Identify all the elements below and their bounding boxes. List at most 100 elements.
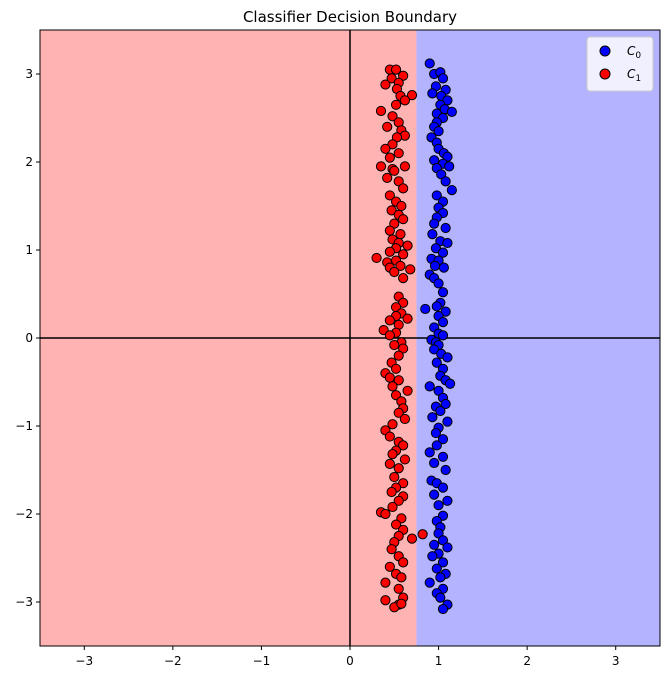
x-tick-label: −2 bbox=[164, 654, 182, 668]
point-C0 bbox=[437, 330, 449, 341]
point-C1 bbox=[384, 246, 395, 257]
point-C1 bbox=[396, 598, 407, 609]
point-C0 bbox=[444, 378, 456, 389]
point-C1 bbox=[389, 339, 400, 351]
x-tick-label: 2 bbox=[523, 654, 531, 668]
point-C1 bbox=[398, 440, 409, 451]
x-tick-label: 0 bbox=[346, 654, 354, 668]
point-C1 bbox=[384, 561, 395, 572]
point-C0 bbox=[431, 190, 442, 201]
y-tick-label: 1 bbox=[25, 243, 33, 257]
point-C0 bbox=[427, 412, 438, 423]
point-C0 bbox=[442, 352, 453, 363]
point-C0 bbox=[437, 287, 449, 298]
point-C0 bbox=[437, 557, 449, 568]
y-tick-label: 0 bbox=[25, 331, 33, 345]
point-C0 bbox=[431, 563, 442, 574]
point-C1 bbox=[402, 313, 413, 324]
point-C1 bbox=[398, 183, 409, 194]
reference-lines bbox=[40, 30, 660, 646]
point-C0 bbox=[433, 500, 444, 511]
point-C1 bbox=[387, 449, 398, 460]
point-C1 bbox=[406, 90, 418, 101]
point-C0 bbox=[446, 106, 457, 117]
point-C0 bbox=[427, 229, 438, 240]
point-C0 bbox=[435, 592, 446, 603]
point-C1 bbox=[399, 161, 411, 172]
point-C1 bbox=[382, 172, 393, 183]
point-C1 bbox=[399, 95, 411, 106]
point-C1 bbox=[384, 372, 395, 383]
y-tick-label: −2 bbox=[15, 507, 33, 521]
point-C0 bbox=[438, 262, 449, 273]
point-C0 bbox=[433, 126, 444, 137]
point-C0 bbox=[437, 247, 449, 258]
axes: −3 −2 −1 0 1 2 3 −3 −2 −1 0 1 2 3 bbox=[15, 29, 661, 668]
point-C1 bbox=[390, 99, 402, 110]
point-C1 bbox=[380, 508, 391, 520]
point-C0 bbox=[444, 161, 455, 172]
point-C1 bbox=[395, 229, 406, 240]
point-C1 bbox=[390, 519, 402, 530]
point-C1 bbox=[398, 249, 409, 260]
point-C0 bbox=[424, 381, 435, 392]
point-C1 bbox=[384, 225, 395, 236]
point-C1 bbox=[406, 533, 418, 544]
x-tick-label: 3 bbox=[612, 654, 620, 668]
point-C0 bbox=[442, 495, 453, 506]
point-C1 bbox=[390, 363, 402, 374]
point-C0 bbox=[435, 405, 446, 417]
point-C1 bbox=[393, 375, 404, 386]
point-C0 bbox=[420, 303, 431, 315]
point-C1 bbox=[399, 454, 411, 465]
point-C1 bbox=[395, 260, 406, 271]
y-tick-label: −3 bbox=[15, 595, 33, 609]
point-C1 bbox=[389, 165, 400, 176]
point-C0 bbox=[440, 398, 451, 410]
point-C1 bbox=[402, 240, 413, 251]
chart-title: Classifier Decision Boundary bbox=[243, 8, 457, 26]
point-C0 bbox=[442, 416, 453, 427]
y-tick-label: −1 bbox=[15, 419, 33, 433]
point-C1 bbox=[399, 413, 411, 425]
legend-marker-C1 bbox=[599, 68, 611, 80]
legend-marker-C0 bbox=[599, 45, 611, 57]
point-C1 bbox=[417, 529, 428, 540]
point-C1 bbox=[375, 161, 387, 172]
point-C0 bbox=[446, 185, 457, 196]
x-tick-label: 1 bbox=[435, 654, 443, 668]
point-C0 bbox=[433, 278, 444, 289]
point-C1 bbox=[386, 544, 397, 555]
point-C0 bbox=[431, 440, 442, 451]
point-C0 bbox=[435, 572, 446, 583]
point-C0 bbox=[424, 58, 435, 69]
point-C0 bbox=[429, 539, 440, 550]
series-C0 bbox=[420, 58, 457, 615]
point-C1 bbox=[384, 190, 395, 201]
point-C1 bbox=[396, 572, 407, 583]
point-C1 bbox=[402, 385, 413, 396]
point-C1 bbox=[389, 266, 400, 278]
point-C1 bbox=[384, 330, 395, 341]
point-C1 bbox=[393, 463, 404, 474]
point-C0 bbox=[440, 464, 451, 476]
point-C0 bbox=[429, 489, 440, 500]
point-C1 bbox=[398, 557, 409, 568]
point-C0 bbox=[429, 260, 441, 271]
point-C1 bbox=[382, 121, 393, 132]
legend-box bbox=[586, 36, 654, 92]
point-C1 bbox=[387, 501, 398, 513]
point-C1 bbox=[398, 214, 409, 225]
point-C1 bbox=[380, 79, 391, 90]
point-C1 bbox=[387, 381, 398, 392]
point-C0 bbox=[437, 451, 449, 462]
point-C1 bbox=[384, 315, 395, 326]
point-C1 bbox=[384, 431, 395, 442]
point-C1 bbox=[375, 105, 387, 117]
point-C0 bbox=[437, 317, 449, 328]
point-C1 bbox=[384, 458, 395, 469]
point-C0 bbox=[429, 218, 440, 229]
